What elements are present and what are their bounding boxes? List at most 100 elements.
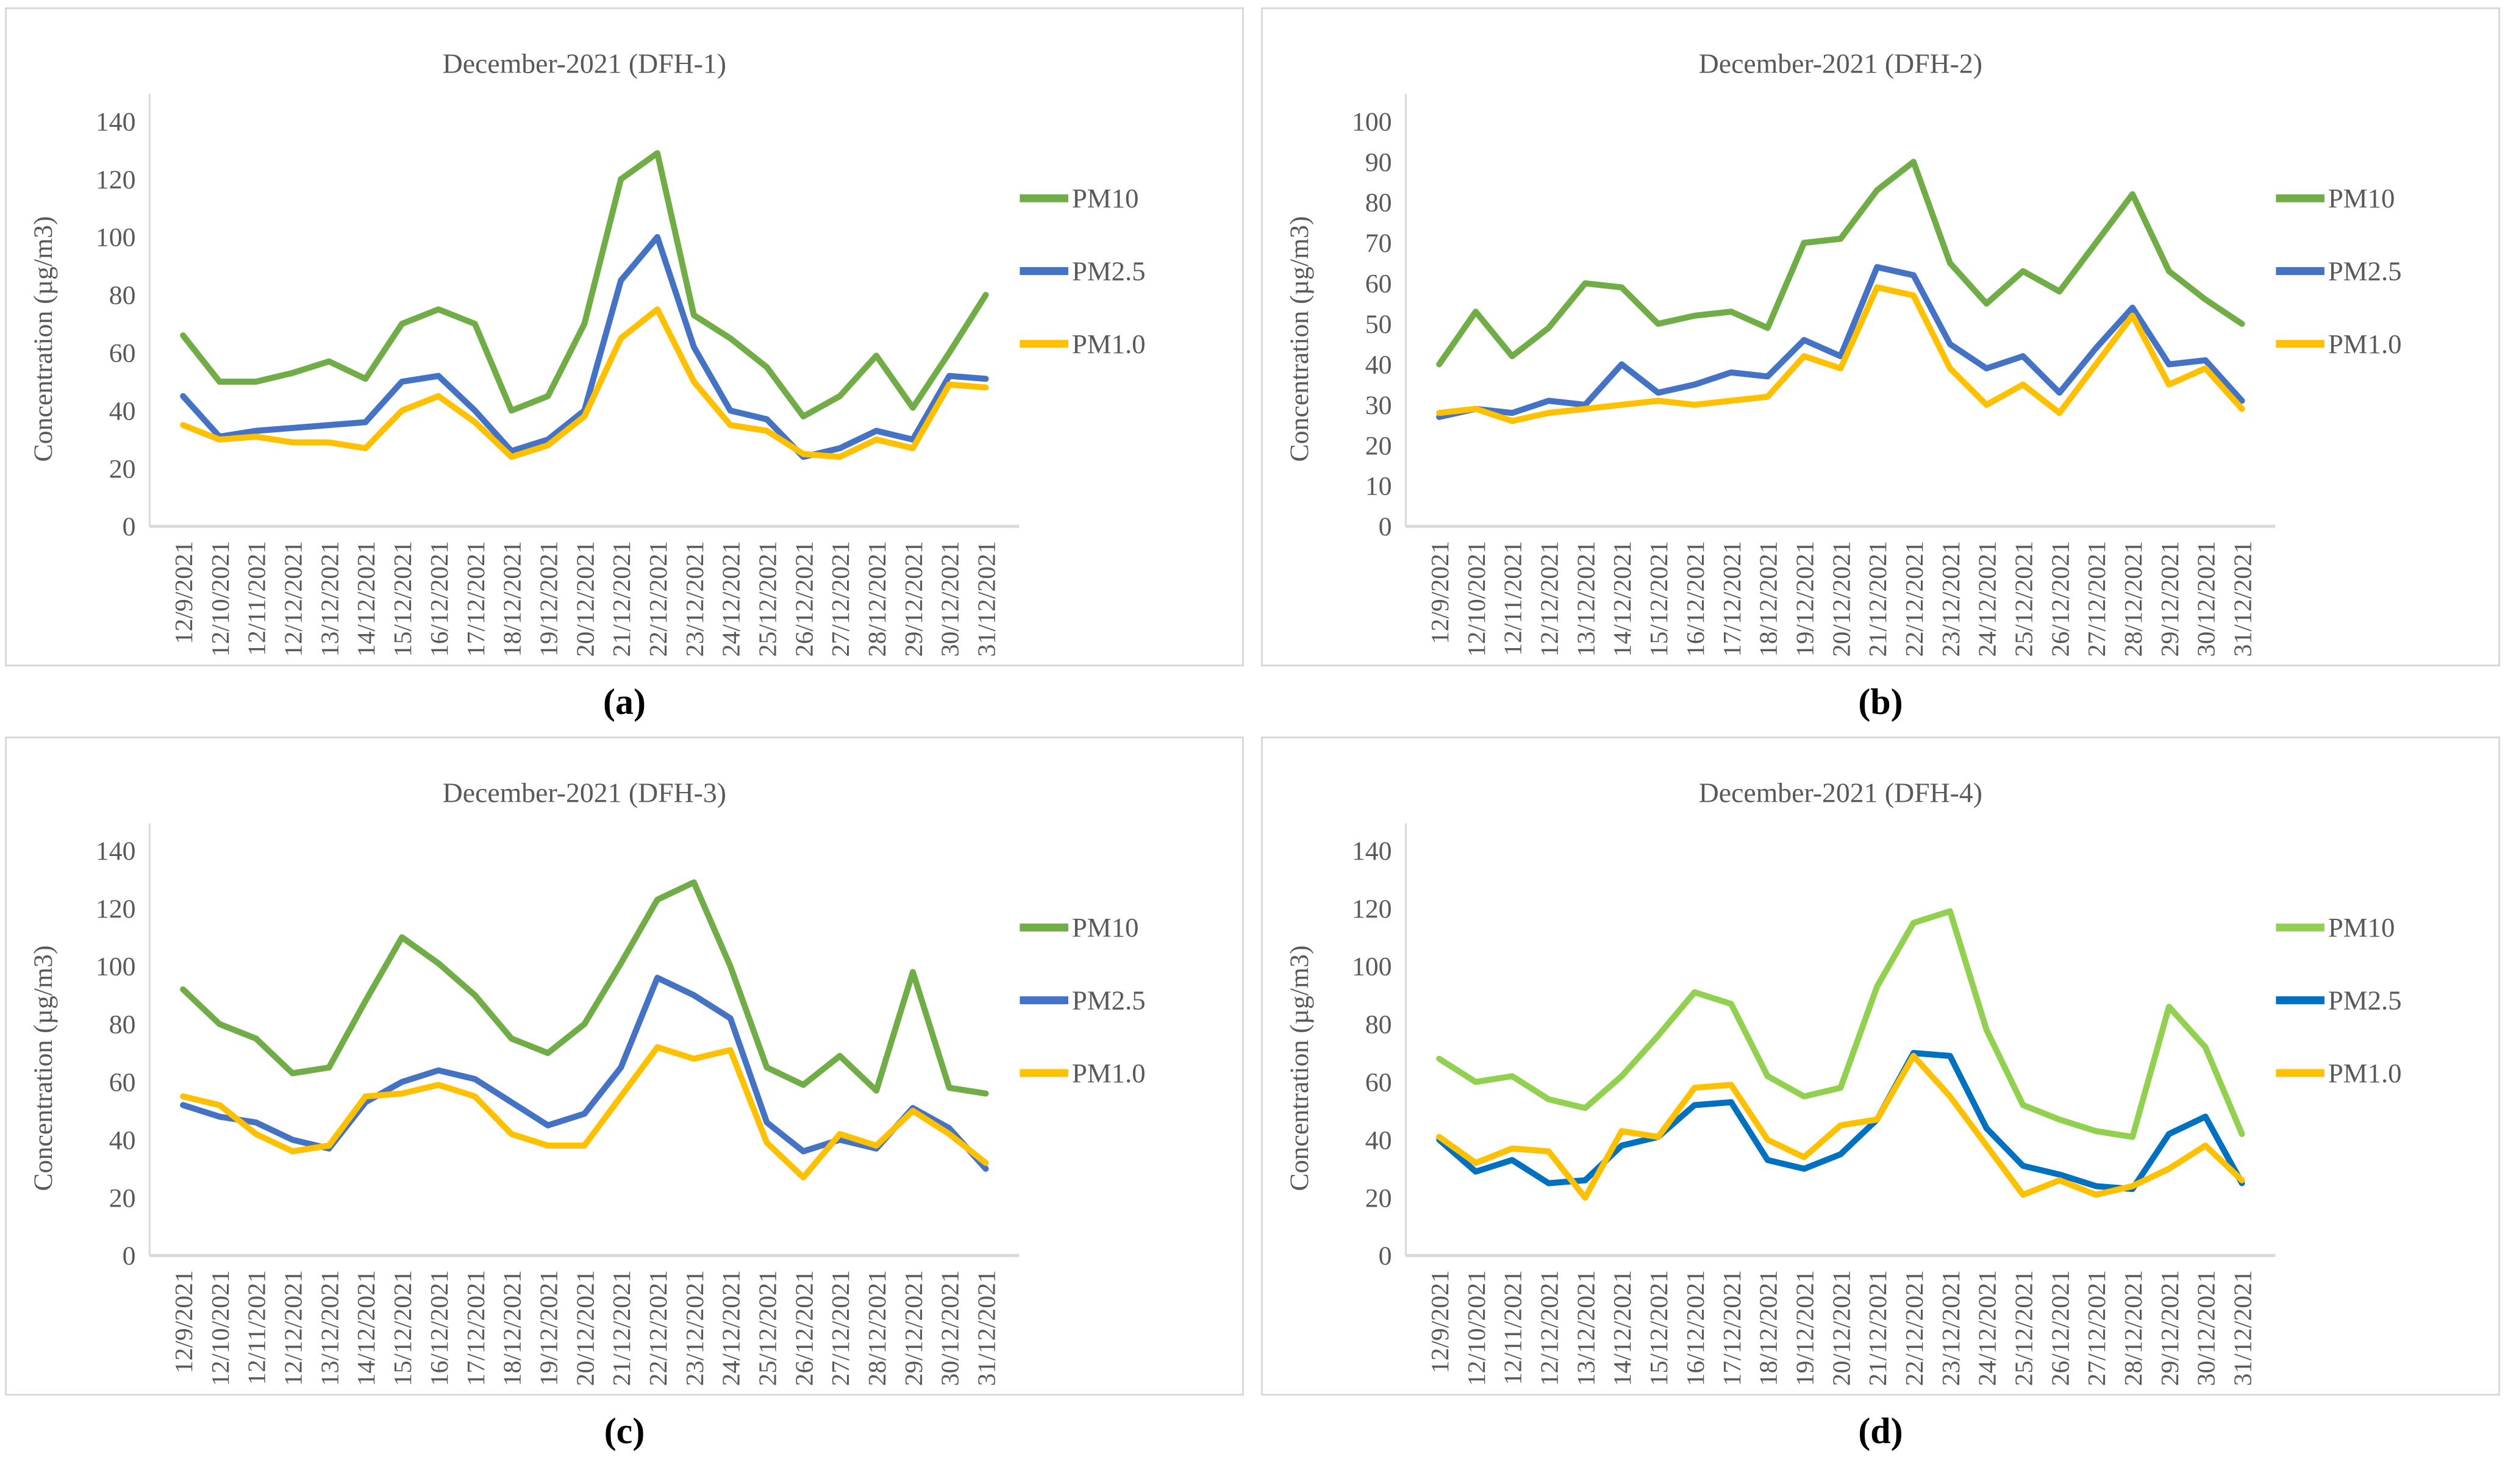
- y-tick-label: 60: [1365, 1068, 1392, 1097]
- legend-label-pm10: PM10: [1072, 912, 1138, 943]
- subfigure-caption-c: (c): [604, 1411, 645, 1451]
- y-tick-label: 50: [1365, 310, 1392, 339]
- x-tick-label: 19/12/2021: [1791, 1270, 1819, 1386]
- y-tick-label: 10: [1365, 472, 1392, 501]
- x-tick-label: 16/12/2021: [1682, 541, 1710, 657]
- x-tick-label: 21/12/2021: [608, 1270, 636, 1386]
- legend-label-pm10: PM1.0: [2328, 1058, 2402, 1088]
- x-tick-label: 16/12/2021: [1682, 1270, 1710, 1386]
- y-tick-label: 20: [1365, 1183, 1392, 1213]
- y-tick-label: 100: [1352, 952, 1392, 982]
- chart-panel-dfh2: December-2021 (DFH-2) 0 10 20 30 40 50 60 70 80 90…: [1261, 7, 2500, 666]
- x-tick-label: 14/12/2021: [1609, 1270, 1637, 1386]
- x-tick-label: 12/11/2021: [243, 1270, 271, 1385]
- series-line-pm10: [180, 879, 989, 1097]
- legend-label-pm10: PM10: [2328, 183, 2395, 213]
- y-tick-label: 40: [1365, 350, 1392, 379]
- x-tick-label: 23/12/2021: [681, 541, 709, 657]
- x-tick-label: 24/12/2021: [718, 541, 746, 657]
- x-tick-label: 24/12/2021: [718, 1270, 746, 1386]
- subfigure-caption-b: (b): [1858, 682, 1903, 722]
- chart-title: December-2021 (DFH-1): [443, 48, 726, 79]
- series-line-pm10: [1436, 1052, 2245, 1201]
- y-tick-label: 20: [109, 1183, 136, 1213]
- subfigure-caption-a: (a): [603, 682, 646, 722]
- x-tick-label: 20/12/2021: [571, 1270, 599, 1386]
- x-tick-label: 25/12/2021: [2010, 541, 2038, 657]
- legend-label-pm10: PM10: [1072, 183, 1138, 213]
- x-tick-label: 13/12/2021: [1572, 541, 1600, 657]
- legend-label-pm25: PM2.5: [1072, 985, 1146, 1016]
- x-tick-label: 12/9/2021: [1426, 541, 1454, 644]
- y-tick-label: 80: [1365, 1010, 1392, 1040]
- series-line-pm10: [180, 306, 989, 460]
- y-tick-label: 0: [1379, 512, 1392, 541]
- line-chart-dfh4: December-2021 (DFH-4) 0 20 40 60 80 100 120 140 C…: [1285, 777, 2402, 1386]
- x-tick-label: 29/12/2021: [2156, 541, 2184, 657]
- x-tick-label: 25/12/2021: [754, 1270, 782, 1386]
- chart-title: December-2021 (DFH-2): [1699, 48, 1982, 79]
- x-tick-label: 23/12/2021: [681, 1270, 709, 1386]
- y-tick-label: 70: [1365, 229, 1392, 258]
- x-tick-label: 13/12/2021: [1572, 1270, 1600, 1386]
- x-tick-label: 25/12/2021: [754, 541, 782, 657]
- x-tick-label: 15/12/2021: [389, 1270, 417, 1386]
- x-tick-label: 13/12/2021: [316, 1270, 344, 1386]
- x-tick-label: 22/12/2021: [645, 1270, 673, 1386]
- series-line-pm10: [1436, 908, 2245, 1140]
- y-tick-label: 120: [1352, 894, 1392, 924]
- chart-title: December-2021 (DFH-3): [443, 777, 726, 808]
- series-line-pm10: [1436, 159, 2245, 368]
- x-tick-label: 21/12/2021: [608, 541, 636, 657]
- x-tick-label: 15/12/2021: [1645, 1270, 1673, 1386]
- x-tick-label: 29/12/2021: [900, 541, 928, 657]
- series-line-pm25: [180, 234, 989, 460]
- y-axis-title: Concentration (µg/m3): [1285, 216, 1314, 462]
- y-tick-label: 60: [109, 1068, 136, 1097]
- x-tick-label: 20/12/2021: [571, 541, 599, 657]
- y-tick-label: 0: [123, 512, 136, 541]
- x-tick-label: 19/12/2021: [535, 1270, 563, 1386]
- y-tick-label: 120: [96, 894, 136, 924]
- y-tick-label: 140: [96, 107, 136, 137]
- x-tick-label: 26/12/2021: [2046, 541, 2074, 657]
- x-tick-label: 19/12/2021: [535, 541, 563, 657]
- legend-label-pm10: PM1.0: [2328, 329, 2402, 359]
- y-tick-label: 100: [96, 223, 136, 252]
- series-line-pm25: [1436, 264, 2245, 420]
- x-tick-label: 22/12/2021: [645, 541, 673, 657]
- y-tick-label: 0: [123, 1241, 136, 1271]
- x-tick-label: 30/12/2021: [937, 1270, 965, 1386]
- x-tick-label: 30/12/2021: [2193, 1270, 2221, 1386]
- x-tick-label: 12/12/2021: [280, 541, 308, 657]
- y-tick-label: 100: [1352, 107, 1392, 137]
- x-tick-label: 12/10/2021: [207, 541, 235, 657]
- x-tick-label: 19/12/2021: [1791, 541, 1819, 657]
- y-tick-label: 20: [1365, 431, 1392, 460]
- chart-title: December-2021 (DFH-4): [1699, 777, 1982, 808]
- y-tick-label: 80: [109, 1010, 136, 1040]
- chart-panel-dfh3: December-2021 (DFH-3) 0 20 40 60 80 100 120 140 C…: [5, 737, 1244, 1396]
- series-line-pm10: [180, 1044, 989, 1181]
- legend-label-pm10: PM1.0: [1072, 1058, 1146, 1088]
- y-tick-label: 60: [109, 338, 136, 368]
- x-tick-label: 18/12/2021: [499, 541, 527, 657]
- x-tick-label: 12/10/2021: [1463, 1270, 1491, 1386]
- x-tick-label: 12/12/2021: [280, 1270, 308, 1386]
- y-tick-label: 20: [109, 454, 136, 483]
- series-line-pm10: [180, 150, 989, 419]
- series-line-pm10: [1436, 284, 2245, 424]
- x-tick-label: 20/12/2021: [1828, 1270, 1856, 1386]
- x-tick-label: 12/10/2021: [207, 1270, 235, 1386]
- y-tick-label: 40: [109, 1125, 136, 1155]
- y-tick-label: 0: [1379, 1241, 1392, 1271]
- x-tick-label: 18/12/2021: [1755, 1270, 1783, 1386]
- legend-label-pm25: PM2.5: [2328, 256, 2402, 287]
- x-tick-label: 28/12/2021: [2120, 541, 2148, 657]
- subfigure-caption-d: (d): [1858, 1411, 1903, 1451]
- x-tick-label: 30/12/2021: [937, 541, 965, 657]
- x-tick-label: 12/9/2021: [1426, 1270, 1454, 1373]
- y-tick-label: 120: [96, 165, 136, 194]
- x-tick-label: 25/12/2021: [2010, 1270, 2038, 1386]
